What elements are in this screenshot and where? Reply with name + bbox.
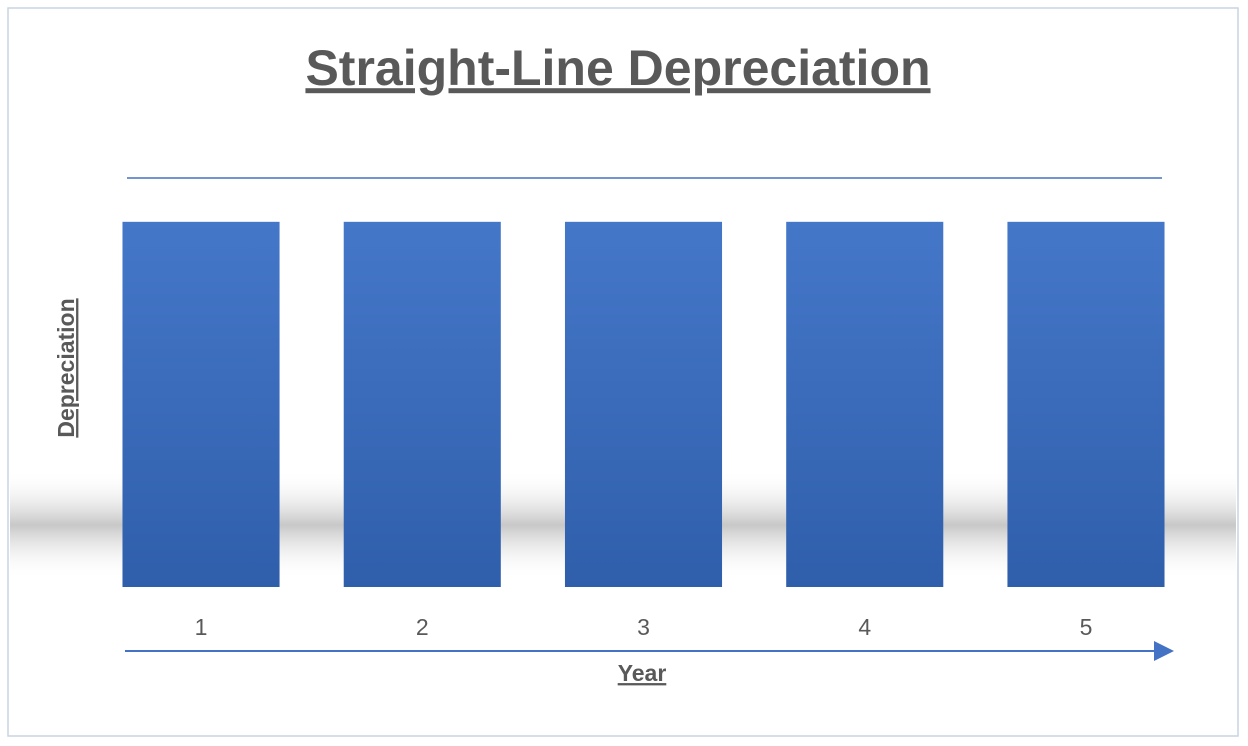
- bar: [122, 221, 280, 588]
- x-tick-label: 1: [195, 614, 208, 640]
- y-axis-label: Depreciation: [53, 298, 79, 437]
- x-axis-label: Year: [618, 660, 667, 686]
- bar: [1007, 221, 1165, 588]
- bar: [786, 221, 944, 588]
- x-tick-label: 3: [637, 614, 650, 640]
- x-tick-label: 4: [858, 614, 871, 640]
- bar: [343, 221, 501, 588]
- bar: [564, 221, 723, 588]
- chart-title: Straight-Line Depreciation: [305, 40, 930, 96]
- x-axis-arrow-head: [1154, 641, 1174, 661]
- x-tick-label: 2: [416, 614, 429, 640]
- x-tick-label: 5: [1080, 614, 1093, 640]
